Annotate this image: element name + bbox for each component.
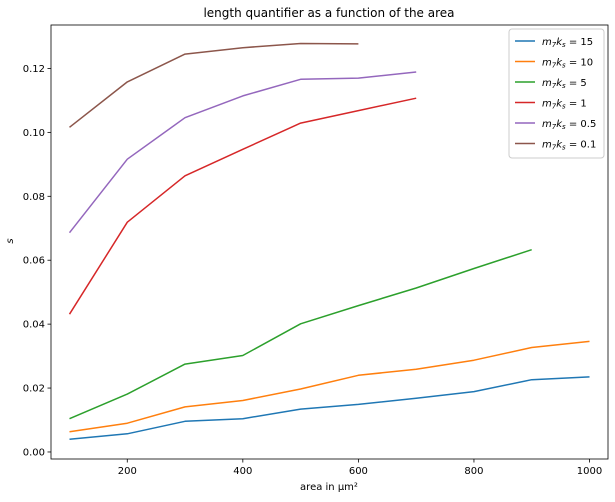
chart-title: length quantifier as a function of the a… [203, 6, 454, 20]
series-line-3 [68, 97, 417, 315]
x-tick-label-3: 800 [464, 466, 483, 477]
x-tick-label-1: 400 [233, 466, 252, 477]
y-tick-label-0: 0.00 [23, 447, 45, 458]
legend: m7ks = 15 m7ks = 10 m7ks = 5 m7ks = 1 m7ks =… [508, 28, 605, 159]
plot-frame [50, 24, 609, 460]
series-line-4 [68, 71, 417, 234]
legend-label-4: m7ks = 0.5 [542, 119, 596, 131]
legend-label-5: m7ks = 0.1 [542, 140, 596, 152]
x-tick-label-2: 600 [349, 466, 368, 477]
series-line-2 [69, 248, 532, 420]
x-axis: 200 400 600 800 1000 [118, 459, 602, 477]
y-tick-label-4: 0.08 [23, 192, 45, 203]
series-line-1 [69, 340, 590, 433]
y-axis: 0.00 0.02 0.04 0.06 0.08 0.10 0.12 [23, 64, 51, 458]
series-line-5 [69, 42, 359, 128]
y-tick-label-2: 0.04 [23, 320, 45, 331]
x-axis-title: area in μm² [300, 482, 358, 493]
y-tick-label-1: 0.02 [23, 384, 45, 395]
y-tick-label-5: 0.10 [23, 128, 45, 139]
series-line-0 [69, 376, 590, 440]
legend-label-1: m7ks = 10 [542, 58, 593, 70]
series-lines [68, 42, 590, 440]
legend-label-0: m7ks = 15 [542, 37, 593, 49]
x-tick-label-0: 200 [118, 466, 137, 477]
legend-label-2: m7ks = 5 [542, 78, 587, 90]
legend-label-3: m7ks = 1 [542, 99, 587, 111]
y-tick-label-6: 0.12 [23, 64, 45, 75]
y-axis-title: s [5, 238, 16, 243]
x-tick-label-4: 1000 [577, 466, 602, 477]
y-tick-label-3: 0.06 [23, 256, 45, 267]
